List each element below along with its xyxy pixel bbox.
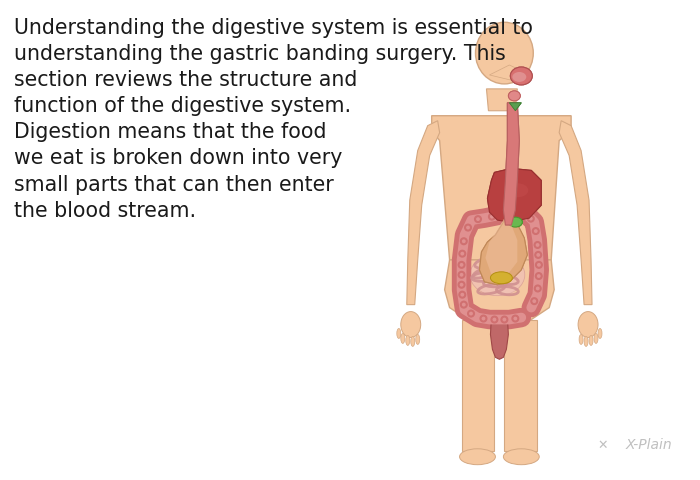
- Ellipse shape: [491, 272, 512, 284]
- Polygon shape: [503, 103, 519, 225]
- Polygon shape: [480, 210, 527, 285]
- Polygon shape: [461, 320, 494, 451]
- Ellipse shape: [479, 259, 500, 267]
- Text: ✕: ✕: [598, 439, 608, 452]
- Ellipse shape: [508, 217, 522, 227]
- Polygon shape: [480, 210, 527, 285]
- Ellipse shape: [594, 334, 598, 343]
- Polygon shape: [407, 120, 440, 305]
- Polygon shape: [444, 260, 554, 320]
- Ellipse shape: [508, 91, 520, 101]
- Ellipse shape: [584, 336, 588, 347]
- Ellipse shape: [401, 334, 405, 343]
- Polygon shape: [487, 168, 541, 222]
- Ellipse shape: [406, 336, 410, 346]
- Polygon shape: [486, 218, 517, 275]
- Ellipse shape: [460, 449, 496, 465]
- Ellipse shape: [487, 280, 504, 286]
- Ellipse shape: [589, 336, 593, 346]
- Polygon shape: [486, 89, 517, 111]
- Polygon shape: [487, 168, 541, 222]
- Ellipse shape: [491, 272, 512, 284]
- Ellipse shape: [508, 91, 520, 101]
- Ellipse shape: [482, 285, 501, 292]
- Ellipse shape: [578, 312, 598, 337]
- Ellipse shape: [475, 22, 533, 84]
- Ellipse shape: [510, 67, 532, 85]
- Polygon shape: [432, 116, 571, 260]
- Ellipse shape: [416, 335, 420, 344]
- Polygon shape: [510, 103, 522, 111]
- Ellipse shape: [510, 67, 532, 85]
- Polygon shape: [491, 318, 508, 360]
- Ellipse shape: [411, 336, 414, 347]
- Ellipse shape: [512, 72, 526, 82]
- Polygon shape: [489, 65, 522, 81]
- Ellipse shape: [500, 288, 515, 294]
- Polygon shape: [503, 103, 519, 225]
- Ellipse shape: [506, 183, 528, 197]
- Ellipse shape: [476, 269, 491, 276]
- Ellipse shape: [506, 183, 528, 197]
- Ellipse shape: [598, 328, 602, 338]
- Ellipse shape: [397, 328, 401, 338]
- Text: X-Plain: X-Plain: [625, 438, 672, 452]
- Ellipse shape: [493, 256, 506, 262]
- Ellipse shape: [401, 312, 421, 337]
- Ellipse shape: [476, 274, 495, 280]
- Polygon shape: [559, 120, 592, 305]
- Polygon shape: [486, 218, 517, 275]
- Ellipse shape: [499, 263, 516, 271]
- Ellipse shape: [508, 217, 522, 227]
- Polygon shape: [510, 103, 522, 111]
- Ellipse shape: [579, 335, 583, 344]
- Ellipse shape: [503, 449, 539, 465]
- Text: Understanding the digestive system is essential to
understanding the gastric ban: Understanding the digestive system is es…: [14, 18, 533, 221]
- Ellipse shape: [512, 72, 526, 82]
- Ellipse shape: [470, 254, 525, 296]
- Polygon shape: [505, 320, 538, 451]
- Ellipse shape: [496, 276, 514, 283]
